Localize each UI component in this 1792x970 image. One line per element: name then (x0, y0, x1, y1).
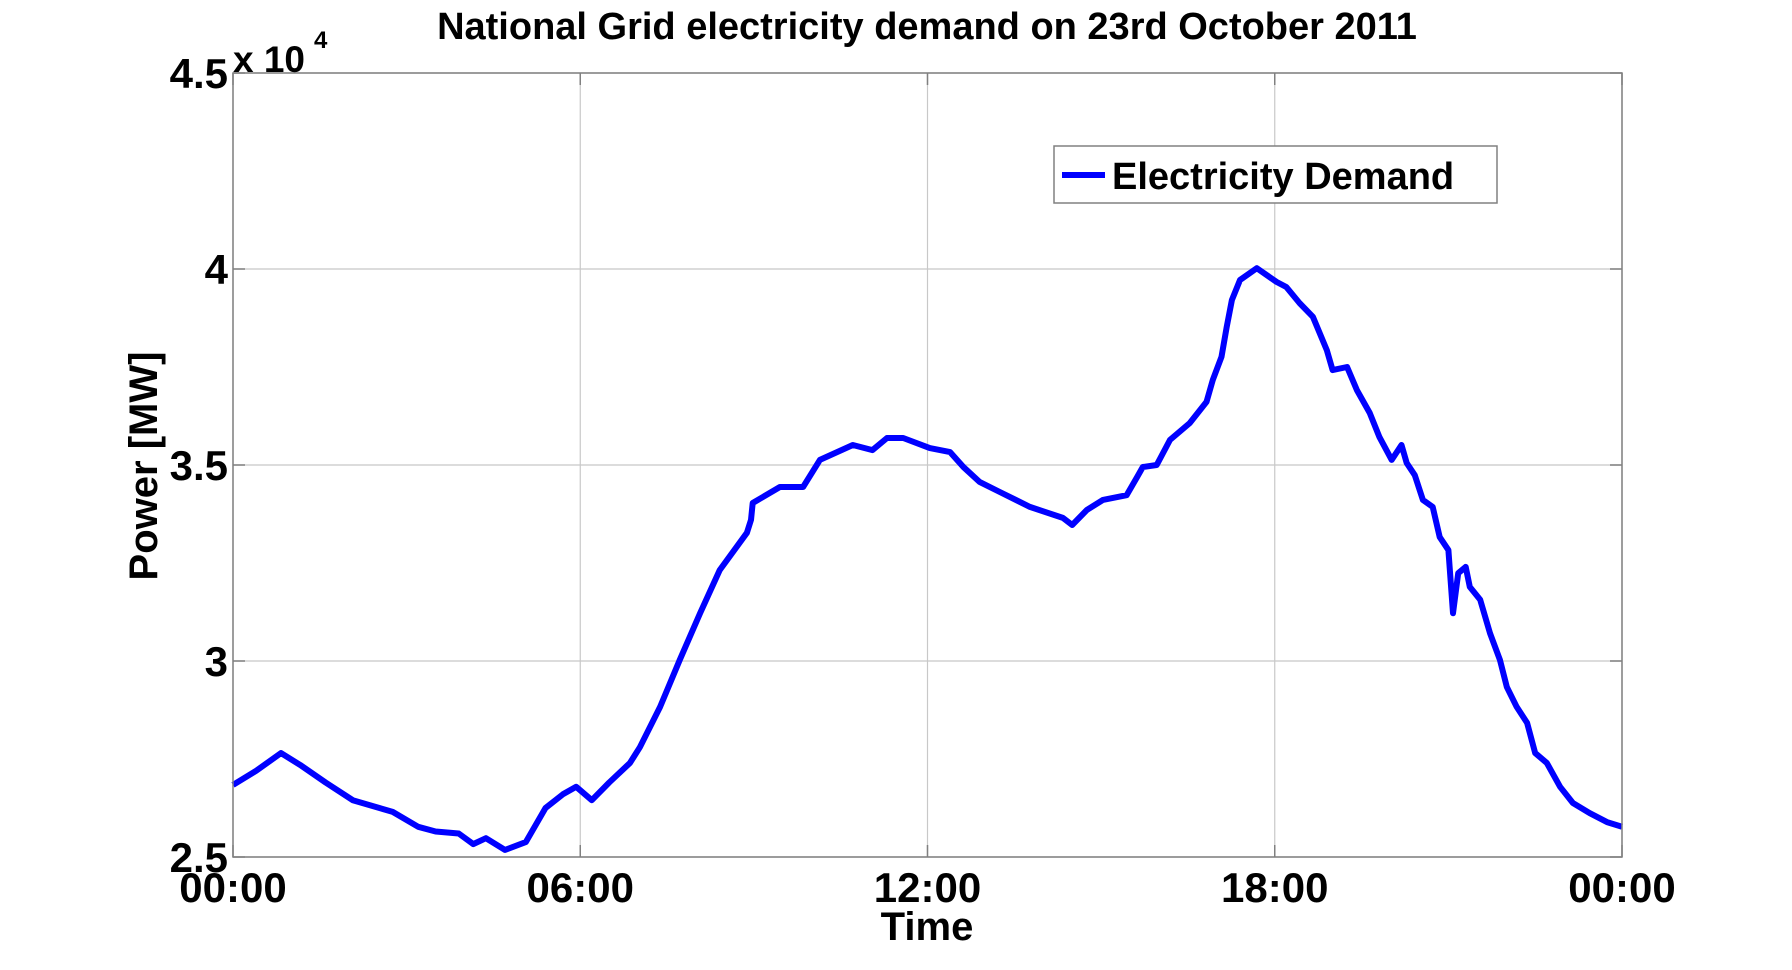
y-tick-label: 4 (205, 246, 229, 293)
axes-box (232, 72, 1623, 858)
x-tick-label: 12:00 (874, 864, 981, 911)
legend: Electricity Demand (1053, 145, 1498, 204)
y-axis-label: Power [MW] (122, 352, 166, 581)
x-axis-label: Time (881, 905, 974, 949)
data-series (231, 265, 1623, 853)
x-tick-label: 06:00 (527, 864, 634, 911)
y-tick-labels: 2.5 3 3.5 4 4.5 (170, 50, 229, 881)
electricity-demand-line (231, 265, 1623, 853)
y-multiplier-label: x 10 (233, 39, 305, 80)
y-tick-label: 3.5 (170, 442, 228, 489)
x-tick-label: 18:00 (1221, 864, 1328, 911)
x-tick-label: 00:00 (1568, 864, 1675, 911)
legend-box (1053, 145, 1498, 204)
x-tick-labels: 00:00 06:00 12:00 18:00 00:00 (179, 864, 1675, 911)
legend-label: Electricity Demand (1112, 156, 1454, 198)
y-tick-label: 2.5 (170, 834, 228, 881)
y-tick-label: 4.5 (170, 50, 228, 97)
y-tick-label: 3 (205, 638, 228, 685)
x-tick-label: 00:00 (179, 864, 286, 911)
chart-title: National Grid electricity demand on 23rd… (437, 6, 1417, 48)
y-multiplier-exponent: 4 (314, 27, 328, 54)
